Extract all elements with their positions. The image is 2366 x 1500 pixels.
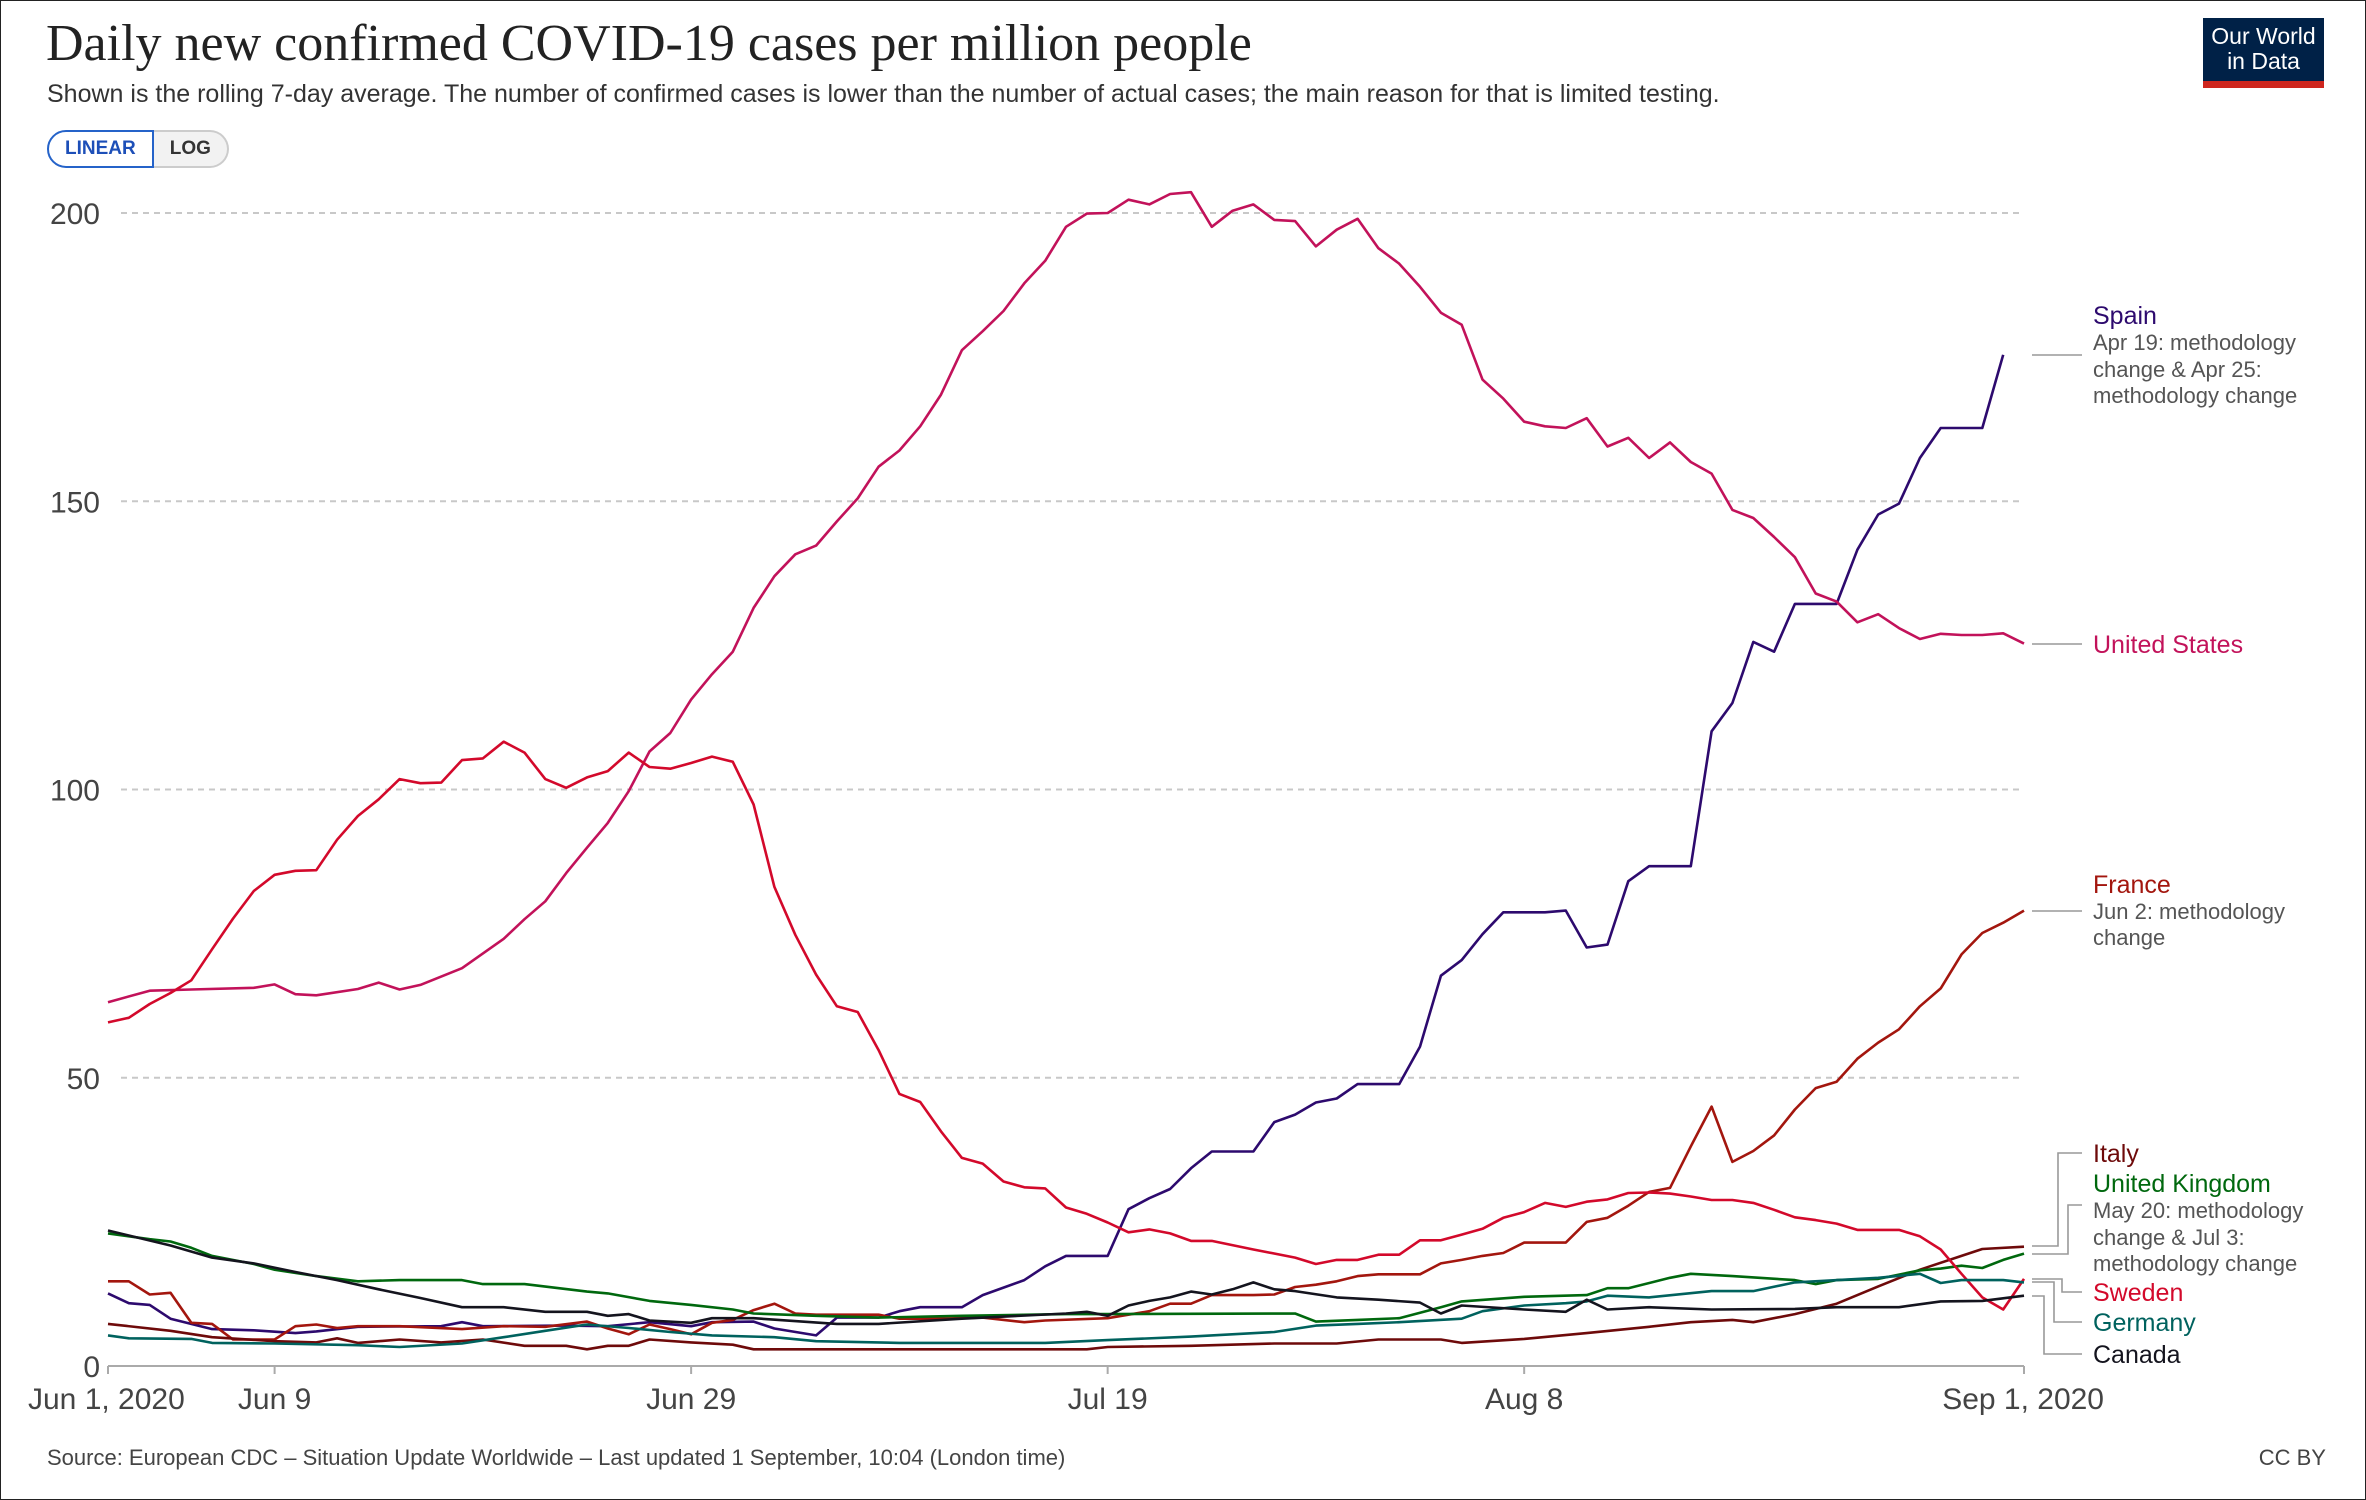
legend-connector-italy	[2032, 1152, 2082, 1247]
series-line-united-states[interactable]	[107, 190, 2025, 1004]
legend-note-united-kingdom: change & Jul 3:	[2093, 1225, 2245, 1250]
legend-note-united-kingdom: May 20: methodology	[2093, 1198, 2303, 1223]
series-line-france[interactable]	[108, 909, 2025, 1341]
x-tick-label: Jun 1, 2020	[28, 1383, 185, 1416]
legend-label-sweden[interactable]: Sweden	[2093, 1279, 2183, 1307]
series-line-italy[interactable]	[107, 1245, 2025, 1351]
legend-note-spain: methodology change	[2093, 383, 2297, 408]
x-tick-label: Jul 19	[1068, 1383, 1148, 1416]
y-tick-label: 0	[83, 1351, 100, 1384]
series-line-sweden[interactable]	[107, 740, 2026, 1311]
legend: Spain Apr 19: methodology change & Apr 2…	[2093, 302, 2303, 1369]
legend-connector-sweden	[2032, 1278, 2082, 1293]
x-tick-label: Jun 9	[238, 1383, 311, 1416]
logo-line-1: Our World	[2211, 23, 2316, 49]
log-scale-button[interactable]: LOG	[153, 130, 229, 168]
series-lines	[107, 190, 2026, 1351]
series-line-united-kingdom[interactable]	[107, 1232, 2025, 1323]
owid-logo[interactable]: Our World in Data	[2203, 18, 2324, 88]
series-line-germany[interactable]	[107, 1272, 2025, 1349]
axes: 0 50 100 150 200 Jun 1, 2020 Jun 9 Jun 29 Jul 19…	[28, 198, 2104, 1416]
legend-note-france: change	[2093, 925, 2165, 950]
logo-line-2: in Data	[2227, 48, 2300, 74]
legend-connector-germany	[2032, 1281, 2082, 1323]
legend-connector-canada	[2032, 1295, 2082, 1355]
legend-label-germany[interactable]: Germany	[2093, 1309, 2196, 1337]
y-tick-label: 150	[50, 486, 100, 519]
scale-toggle: LINEAR LOG	[47, 130, 229, 168]
series-line-canada[interactable]	[107, 1229, 2025, 1326]
legend-note-spain: change & Apr 25:	[2093, 357, 2262, 382]
y-tick-label: 100	[50, 775, 100, 808]
legend-label-italy[interactable]: Italy	[2093, 1140, 2139, 1168]
x-tick-label: Sep 1, 2020	[1942, 1383, 2104, 1416]
y-tick-label: 200	[50, 198, 100, 231]
legend-label-france[interactable]: France	[2093, 871, 2171, 899]
legend-note-united-kingdom: methodology change	[2093, 1251, 2297, 1276]
chart-title: Daily new confirmed COVID-19 cases per m…	[46, 15, 1252, 72]
source-note: Source: European CDC – Situation Update …	[47, 1445, 1066, 1470]
legend-label-united-states[interactable]: United States	[2093, 631, 2243, 659]
chart-subtitle: Shown is the rolling 7-day average. The …	[47, 80, 1720, 108]
legend-note-france: Jun 2: methodology	[2093, 899, 2285, 924]
legend-label-canada[interactable]: Canada	[2093, 1341, 2181, 1369]
license-link[interactable]: CC BY	[2258, 1445, 2326, 1470]
y-tick-label: 50	[67, 1063, 100, 1096]
gridlines	[121, 212, 2024, 1079]
legend-label-united-kingdom[interactable]: United Kingdom	[2093, 1170, 2271, 1198]
legend-note-spain: Apr 19: methodology	[2093, 330, 2296, 355]
linear-scale-button[interactable]: LINEAR	[47, 130, 154, 168]
x-tick-label: Jun 29	[646, 1383, 736, 1416]
legend-connectors	[2032, 354, 2082, 1355]
legend-connector-united-kingdom	[2032, 1204, 2082, 1255]
legend-label-spain[interactable]: Spain	[2093, 302, 2157, 330]
x-tick-label: Aug 8	[1485, 1383, 1563, 1416]
